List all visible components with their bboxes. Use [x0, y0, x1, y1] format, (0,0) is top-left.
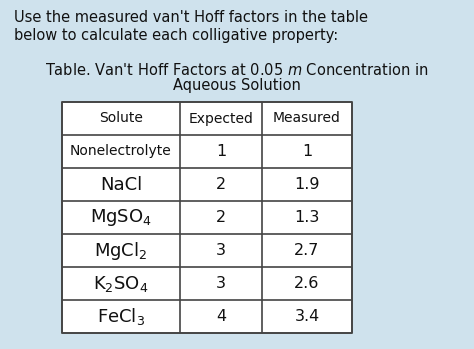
- Text: NaCl: NaCl: [100, 176, 142, 193]
- Text: 1.9: 1.9: [294, 177, 320, 192]
- Text: 3: 3: [216, 243, 226, 258]
- Text: Use the measured van't Hoff factors in the table: Use the measured van't Hoff factors in t…: [14, 10, 368, 25]
- Text: Table. Van't Hoff Factors at 0.05 $\it{m}$ Concentration in: Table. Van't Hoff Factors at 0.05 $\it{m…: [46, 62, 428, 78]
- Text: MgCl$_2$: MgCl$_2$: [94, 239, 148, 261]
- Text: 2: 2: [216, 210, 226, 225]
- Text: 3.4: 3.4: [294, 309, 319, 324]
- Text: Solute: Solute: [99, 111, 143, 126]
- Text: K$_2$SO$_4$: K$_2$SO$_4$: [93, 274, 149, 294]
- Text: MgSO$_4$: MgSO$_4$: [90, 207, 152, 228]
- Text: 3: 3: [216, 276, 226, 291]
- Text: Aqueous Solution: Aqueous Solution: [173, 78, 301, 93]
- Text: 2.7: 2.7: [294, 243, 319, 258]
- Text: 1: 1: [302, 144, 312, 159]
- Text: 2: 2: [216, 177, 226, 192]
- Text: 1.3: 1.3: [294, 210, 319, 225]
- Text: 1: 1: [216, 144, 226, 159]
- Text: FeCl$_3$: FeCl$_3$: [97, 306, 145, 327]
- Text: 2.6: 2.6: [294, 276, 319, 291]
- Text: below to calculate each colligative property:: below to calculate each colligative prop…: [14, 28, 338, 43]
- Text: 4: 4: [216, 309, 226, 324]
- Text: Expected: Expected: [189, 111, 254, 126]
- Text: Measured: Measured: [273, 111, 341, 126]
- Text: Nonelectrolyte: Nonelectrolyte: [70, 144, 172, 158]
- Bar: [62, 102, 352, 333]
